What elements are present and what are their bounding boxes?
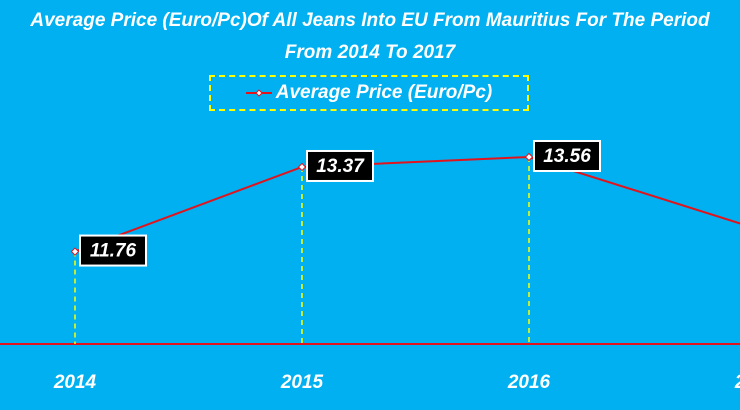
legend-series-label: Average Price (Euro/Pc)	[275, 82, 493, 103]
x-tick-label-2015: 2015	[280, 372, 324, 393]
x-tick-label-2017: 2017	[734, 372, 740, 393]
chart-title-line-1: Average Price (Euro/Pc)Of All Jeans Into…	[30, 10, 710, 31]
legend-line-marker-icon	[245, 89, 272, 97]
x-tick-label-2014: 2014	[53, 372, 97, 393]
data-point-2016	[524, 152, 534, 162]
data-label-box-2016	[533, 140, 601, 172]
data-label-box-2014	[79, 234, 147, 267]
data-label-box-2015	[306, 149, 374, 182]
data-label-2014: 11.76	[90, 241, 137, 262]
chart-legend: Average Price (Euro/Pc)	[209, 75, 529, 111]
chart-title-line-2: From 2014 To 2017	[284, 42, 456, 63]
data-point-2014	[70, 247, 80, 256]
series-line	[74, 155, 740, 253]
data-label-2016: 13.56	[543, 146, 591, 167]
data-point-2015	[297, 162, 307, 172]
x-tick-label-2016: 2016	[507, 372, 551, 393]
data-label-2015: 13.37	[316, 156, 365, 177]
